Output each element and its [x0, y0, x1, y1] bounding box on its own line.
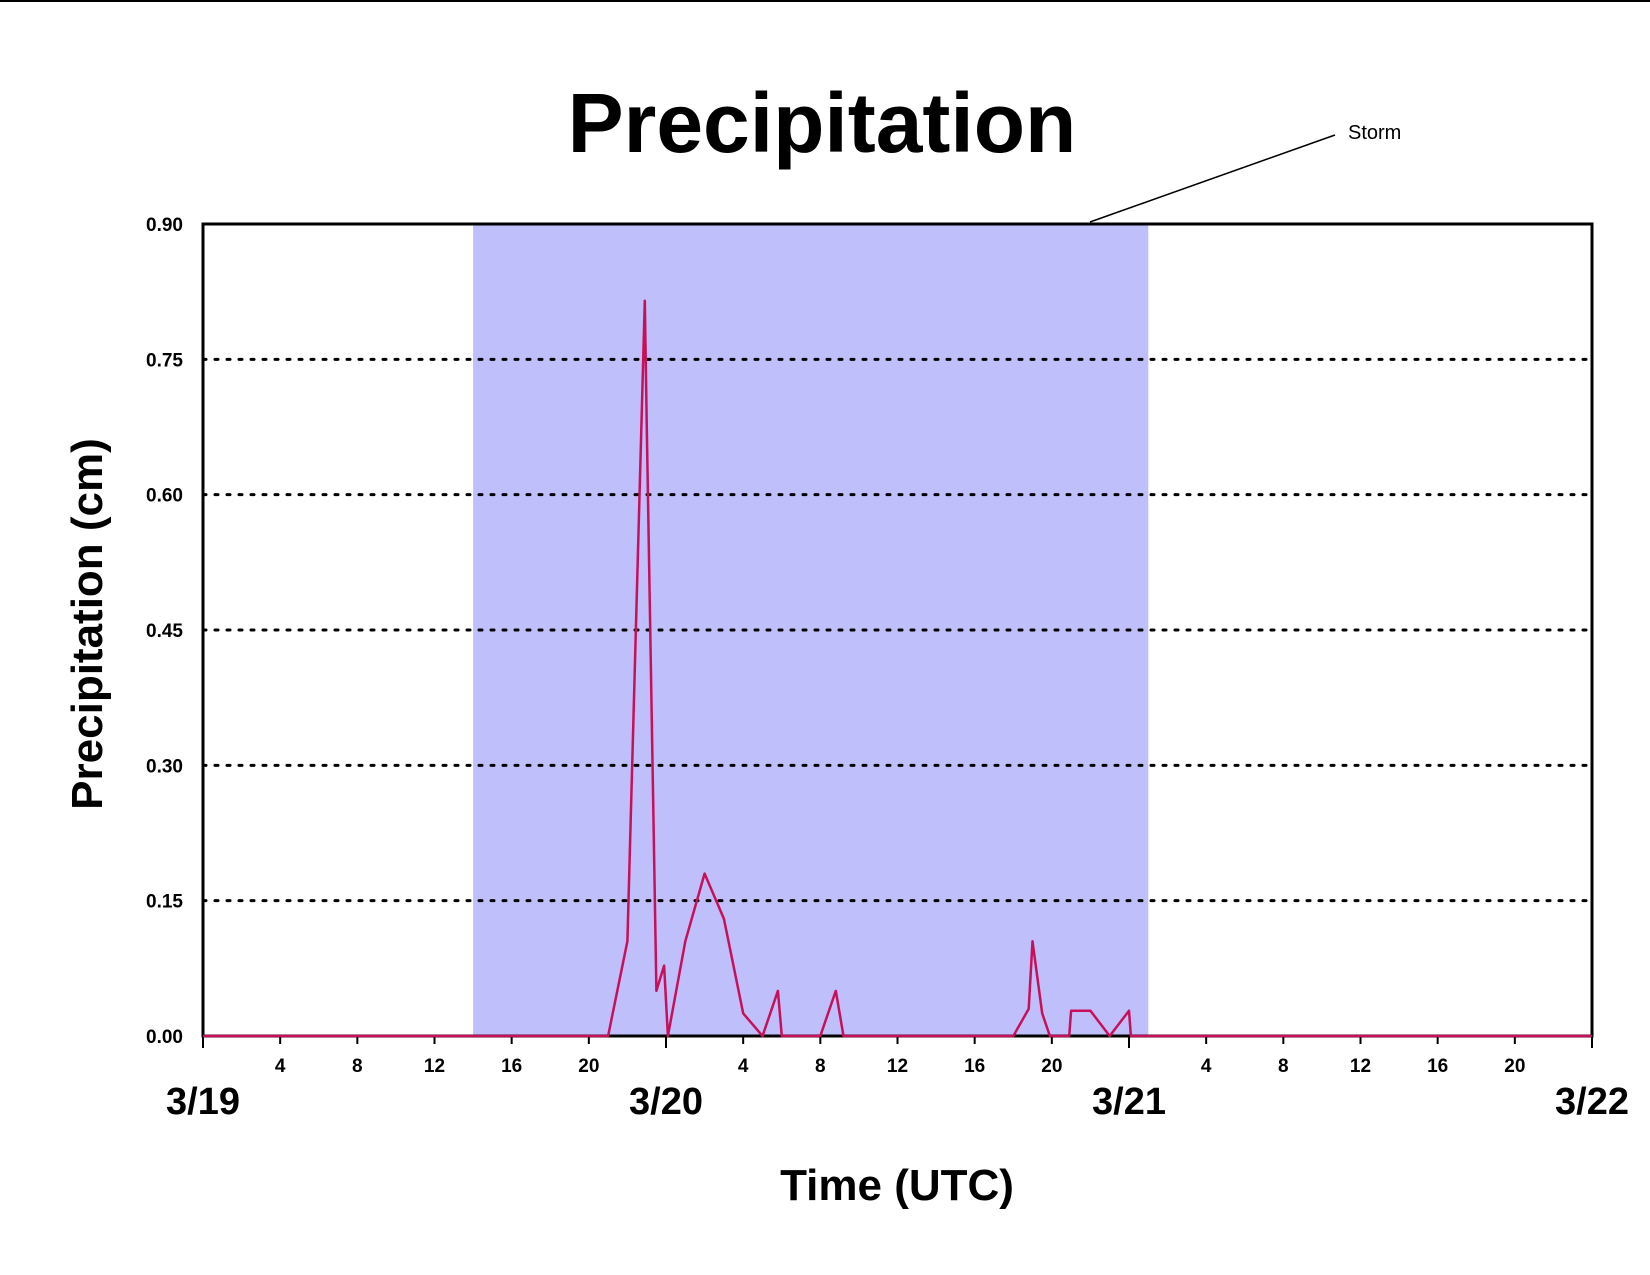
x-day-label: 3/21	[1092, 1081, 1166, 1123]
x-tick-label: 20	[578, 1056, 599, 1077]
series-line-0	[203, 299, 1592, 1038]
x-tick-label: 4	[275, 1056, 286, 1077]
x-tick-label: 8	[815, 1056, 826, 1077]
x-tick-label: 4	[738, 1056, 749, 1077]
storm-annotation-leader	[1089, 134, 1336, 223]
x-tick-label: 20	[1041, 1056, 1062, 1077]
y-tick-label: 0.15	[146, 892, 183, 913]
x-tick-label: 8	[1278, 1056, 1289, 1077]
y-tick-label: 0.75	[146, 350, 183, 371]
x-tick-label: 12	[424, 1056, 445, 1077]
x-tick-label: 16	[501, 1056, 522, 1077]
y-tick-label: 0.00	[146, 1027, 183, 1048]
x-day-label: 3/20	[629, 1081, 703, 1123]
top-rule	[0, 0, 1650, 2]
y-axis-label: Precipitation (cm)	[63, 438, 112, 810]
x-day-label: 3/19	[166, 1081, 240, 1123]
y-tick-label: 0.90	[146, 215, 183, 236]
x-tick-label: 16	[1427, 1056, 1448, 1077]
series-points-0	[202, 300, 1593, 1037]
x-tick-label: 4	[1201, 1056, 1212, 1077]
x-tick-label: 12	[887, 1056, 908, 1077]
y-tick-label: 0.30	[146, 756, 183, 777]
x-tick-label: 12	[1350, 1056, 1371, 1077]
x-tick-label: 8	[352, 1056, 363, 1077]
x-day-label: 3/22	[1555, 1081, 1629, 1123]
x-tick-label: 16	[964, 1056, 985, 1077]
storm-annotation-label: Storm	[1348, 122, 1401, 144]
x-axis-label: Time (UTC)	[780, 1161, 1014, 1210]
y-tick-label: 0.45	[146, 621, 183, 642]
y-tick-label: 0.60	[146, 486, 183, 507]
chart-title: Precipitation	[568, 76, 1077, 170]
x-tick-label: 20	[1504, 1056, 1525, 1077]
